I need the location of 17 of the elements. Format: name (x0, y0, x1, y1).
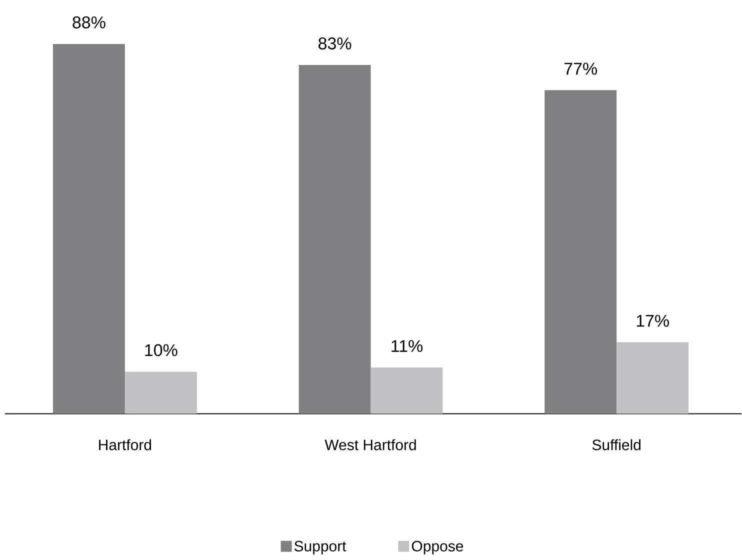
x-tick-label: Suffield (592, 439, 640, 450)
data-label: 10% (145, 344, 178, 356)
bar (52, 44, 125, 414)
legend-label: Support (294, 541, 346, 555)
data-label: 83% (318, 38, 352, 50)
x-tick-label: Hartford (99, 439, 152, 450)
legend-label: Oppose (412, 541, 464, 555)
bar (370, 368, 443, 414)
bar (616, 342, 689, 414)
data-label: 11% (392, 340, 422, 352)
bar (124, 372, 197, 414)
x-tick-label: West Hartford (324, 439, 416, 450)
data-label: 17% (636, 315, 669, 327)
bar (298, 65, 371, 414)
data-label: 77% (564, 62, 598, 75)
data-label: 88% (72, 16, 106, 29)
bar (544, 90, 617, 414)
